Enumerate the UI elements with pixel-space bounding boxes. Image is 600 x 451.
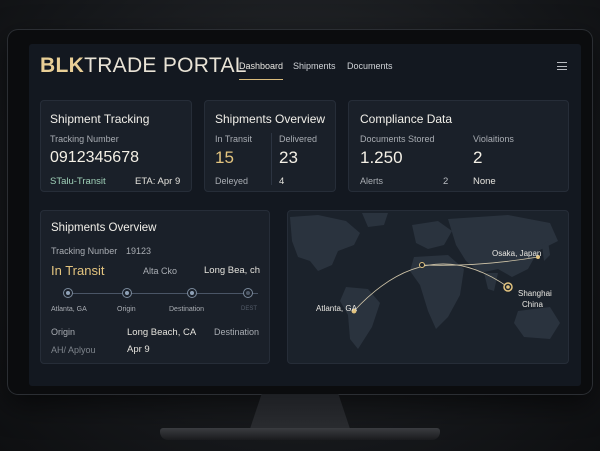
timeline-step-label: Atlanta, GA [51, 306, 87, 313]
in-transit-value: 15 [215, 148, 234, 167]
map-label-shanghai: Shanghai [518, 289, 552, 298]
tracking-number-label: Tracking Number [50, 134, 119, 144]
australia-shape [514, 307, 560, 339]
map-label-atlanta: Atlanta, GA [316, 304, 357, 313]
footer-value: Apr 9 [127, 344, 150, 355]
violations-value: 2 [473, 148, 483, 167]
divider [271, 133, 272, 185]
tracking-status: STalu-Transit [50, 176, 106, 187]
greenland-shape [362, 213, 388, 227]
footer-label: AH/ Aplyou [51, 345, 96, 355]
documents-stored-label: Documents Stored [360, 134, 435, 144]
nav-dashboard[interactable]: Dashboard [239, 61, 284, 80]
violations-label: Violaitions [473, 134, 514, 144]
alerts-label: Alerts [360, 176, 384, 186]
north-america-shape [290, 215, 360, 271]
waypoint-marker [419, 262, 425, 268]
timeline-step-label: Destination [169, 306, 205, 313]
origin-label: Origin [51, 327, 76, 337]
timeline-step-label: DEST [241, 306, 258, 312]
brand-part-2: TRADE PORTAL [84, 54, 247, 77]
world-map-graphic [290, 213, 560, 349]
top-nav: BLKTRADE PORTAL Dashboard Shipments Docu… [29, 44, 581, 92]
timeline-node-destination[interactable] [187, 288, 197, 298]
delivered-value: 23 [279, 148, 298, 167]
map-label-osaka: Osaka, Japan [492, 249, 542, 258]
map-label-china: China [522, 300, 543, 309]
india-shape [484, 273, 498, 291]
tracking-number-value: 19123 [126, 246, 152, 256]
destination-label: Destination [214, 327, 260, 337]
timeline-node-start[interactable] [63, 288, 73, 298]
africa-shape [410, 255, 464, 329]
route-line-osaka [421, 256, 539, 266]
shipments-overview-card: Shipments Overview In Transit 15 Deliver… [204, 100, 336, 192]
timeline-step-label: Origin [117, 306, 136, 313]
south-america-shape [340, 287, 380, 349]
shipment-tracking-card: Shipment Tracking Tracking Number 091234… [40, 100, 192, 192]
osaka-marker [536, 255, 540, 259]
nav-shipments[interactable]: Shipments [293, 61, 336, 71]
timeline-node-origin[interactable] [122, 288, 132, 298]
delivered-label: Delivered [279, 134, 318, 144]
tracking-number-value: 0912345678 [50, 149, 139, 166]
alerts-value: 2 [443, 176, 449, 187]
tracking-eta: ETA: Apr 9 [135, 176, 181, 187]
route-timeline-line [68, 293, 258, 294]
card-title: Shipments Overview [51, 222, 157, 234]
delayed-label: Deleyed [215, 176, 249, 186]
tracking-number-label: Tracking Nunber [51, 246, 118, 256]
nav-documents[interactable]: Documents [347, 61, 393, 71]
asia-shape [448, 215, 558, 277]
monitor-frame: BLKTRADE PORTAL Dashboard Shipments Docu… [8, 30, 592, 394]
europe-shape [412, 221, 452, 249]
monitor-stand-neck [249, 394, 351, 430]
timeline-node-dest[interactable] [243, 288, 253, 298]
card-title: Shipment Tracking [50, 112, 150, 126]
hamburger-menu-icon[interactable] [557, 62, 567, 70]
app-screen: BLKTRADE PORTAL Dashboard Shipments Docu… [29, 44, 581, 386]
monitor-stand-base [160, 428, 440, 440]
in-transit-label: In Transit [215, 134, 253, 144]
origin-value: Long Beach, CA [127, 327, 197, 338]
brand-logo[interactable]: BLKTRADE PORTAL [40, 54, 247, 78]
card-title: Compliance Data [360, 112, 453, 126]
shipment-status: In Transit [51, 263, 105, 278]
brand-part-1: BLK [40, 54, 85, 77]
destination-short: Long Bea, ch [204, 265, 260, 276]
carrier-name: Alta Cko [143, 266, 178, 276]
compliance-data-card: Compliance Data Documents Stored 1.250 V… [348, 100, 569, 192]
atlanta-marker [351, 308, 357, 314]
shipment-detail-card: Shipments Overview Tracking Nunber 19123… [40, 210, 270, 364]
alerts-status: None [473, 176, 496, 187]
shanghai-marker-dot [506, 285, 510, 289]
japan-shape [542, 241, 550, 261]
delayed-value: 4 [279, 176, 285, 187]
route-map[interactable]: Atlanta, GA Osaka, Japan Shanghai China [287, 210, 569, 364]
card-title: Shipments Overview [215, 112, 326, 126]
documents-stored-value: 1.250 [360, 148, 403, 167]
